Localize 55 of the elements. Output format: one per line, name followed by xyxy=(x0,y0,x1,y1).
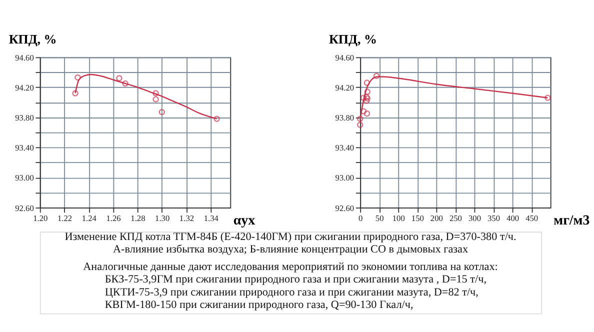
point xyxy=(74,74,81,81)
x-tick-label: 150 xyxy=(411,214,424,224)
y-tick-label: 94.60 xyxy=(335,53,354,62)
y-tick-label: 93.80 xyxy=(335,114,354,123)
y-tick-label: 93.40 xyxy=(15,144,34,153)
y-tick-label: 92.60 xyxy=(15,204,34,213)
x-tick-label: 1.32 xyxy=(179,214,194,224)
point xyxy=(122,80,128,87)
y-tick-label: 93.40 xyxy=(335,144,354,153)
x-tick-label: 1.22 xyxy=(57,214,72,224)
x-tick-label: 300 xyxy=(468,214,481,224)
x-tick-label: 1.20 xyxy=(33,214,48,224)
y-tick-label: 93.80 xyxy=(15,114,34,123)
point xyxy=(364,80,370,86)
y-tick-label: 94.20 xyxy=(15,84,34,93)
y-tick-label: 93.00 xyxy=(335,174,354,183)
y-tick-label: 94.20 xyxy=(335,84,354,93)
x-tick-label: 200 xyxy=(430,214,443,224)
x-tick-label: 1.26 xyxy=(106,214,121,224)
x-tick-label: 50 xyxy=(375,214,384,224)
x-tick-label: 400 xyxy=(506,214,520,224)
point xyxy=(373,72,380,80)
point xyxy=(152,90,159,96)
text: БКЗ-75-3,9ГМ при сжигании природного газа и при сжигании мазута , D=15 т/ч, xyxy=(104,274,487,286)
point xyxy=(360,94,367,101)
text: КВГМ-180-150 при сжигании природного газа, Q=90-130 Гкал/ч, xyxy=(104,299,414,312)
x-tick-label: 450 xyxy=(526,214,538,224)
x-tick-label: 0 xyxy=(358,214,363,224)
y-tick-label: 93.00 xyxy=(15,174,34,183)
point xyxy=(116,75,122,82)
point xyxy=(357,122,364,128)
text: А-влияние избытка воздуха; Б-влияние концентрации СО в дымовых газах xyxy=(112,244,468,256)
point xyxy=(364,88,370,95)
point xyxy=(364,110,370,117)
y-axis-title: КПД, % xyxy=(8,32,57,47)
text: ЦКТИ-75-3,9 при сжигании природного газа и при сжигании мазута, D=82 т/ч, xyxy=(104,286,479,298)
point xyxy=(152,96,159,102)
x-axis-title: αух xyxy=(233,214,256,229)
x-tick-label: 1.28 xyxy=(130,214,146,224)
x-axis-title: мг/м3 xyxy=(554,214,590,229)
text: Аналогичные данные дают исследования мероприятий по экономии топлива на котлах: xyxy=(83,260,498,273)
x-tick-label: 100 xyxy=(392,214,405,224)
y-tick-label: 94.60 xyxy=(15,53,34,62)
y-tick-label: 92.60 xyxy=(335,204,354,213)
x-tick-label: 1.34 xyxy=(204,214,220,224)
x-tick-label: 1.24 xyxy=(82,214,98,224)
point xyxy=(360,108,367,114)
y-axis-title: КПД, % xyxy=(329,32,377,47)
x-tick-label: 350 xyxy=(488,214,500,224)
x-tick-label: 1.30 xyxy=(155,214,170,224)
point xyxy=(158,108,165,116)
point xyxy=(363,98,370,104)
line-series xyxy=(74,74,218,120)
text: Изменение КПД котла ТГМ-84Б (Е-420-140ГМ) при сжигании природного газа, D=370-380 т/ч. xyxy=(64,231,516,244)
x-tick-label: 250 xyxy=(449,214,462,224)
